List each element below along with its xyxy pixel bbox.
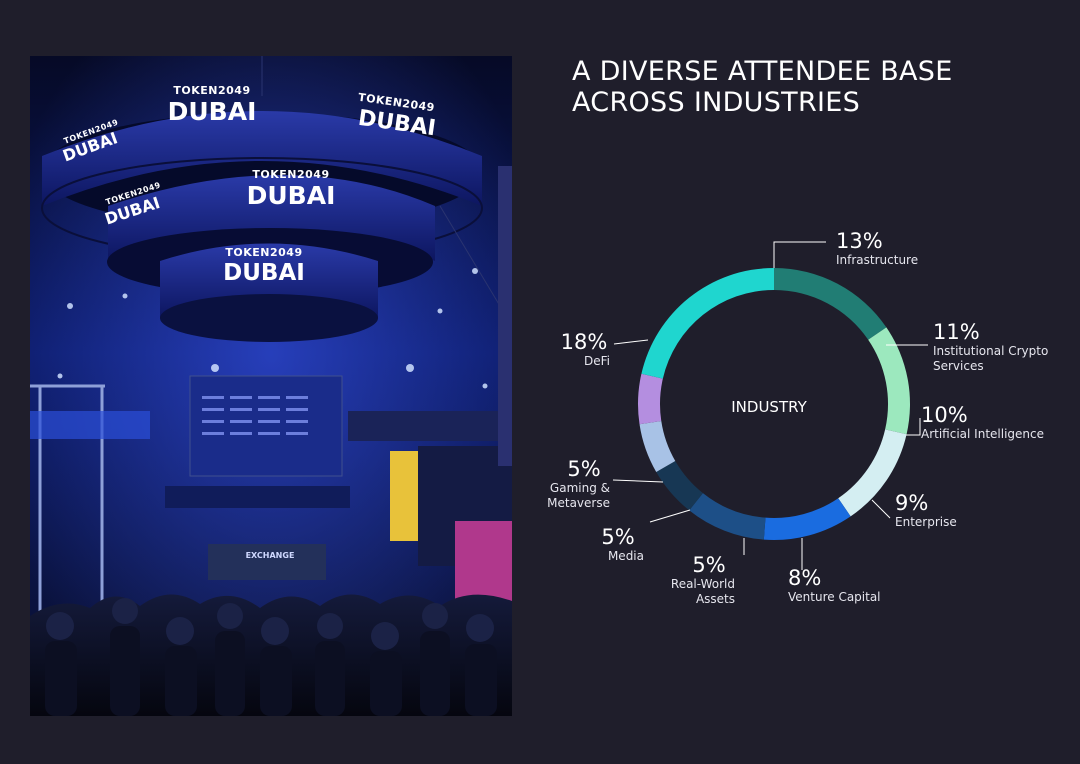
donut-slice-venture-capital xyxy=(689,493,766,540)
slice-category-label: Assets xyxy=(696,592,735,606)
ring-brand-main: DUBAI xyxy=(168,97,257,126)
ring2-brand-top: TOKEN2049 xyxy=(252,168,329,181)
ring-brand-top: TOKEN2049 xyxy=(173,84,250,97)
slice-value-label: 13% xyxy=(836,229,883,253)
ring3-brand-top: TOKEN2049 xyxy=(225,246,302,259)
donut-slice-infrastructure xyxy=(774,268,887,340)
page-title: A DIVERSE ATTENDEE BASE ACROSS INDUSTRIE… xyxy=(572,56,1042,118)
slice-labels: 13%Infrastructure 11%Institutional Crypto… xyxy=(547,229,1048,606)
slice-category-label: Institutional Crypto xyxy=(933,344,1048,358)
slice-value-label: 10% xyxy=(921,403,968,427)
exchange-sign-text: EXCHANGE xyxy=(246,551,295,560)
leader-line-0 xyxy=(773,241,826,268)
slice-value-label: 8% xyxy=(788,566,821,590)
leader-line-7 xyxy=(612,479,664,483)
leader-lines xyxy=(612,241,928,570)
leader-line-8 xyxy=(613,339,649,345)
industry-donut-chart: 13%Infrastructure 11%Institutional Crypto… xyxy=(547,229,1048,606)
donut-slice-artificial-intelligence xyxy=(838,429,907,517)
slice-category-label: Gaming & xyxy=(550,481,610,495)
donut-center-label: INDUSTRY xyxy=(731,398,807,416)
slice-value-label: 11% xyxy=(933,320,980,344)
slice-value-label: 9% xyxy=(895,491,928,515)
slice-value-label: 5% xyxy=(567,457,600,481)
donut-slice-institutional-crypto-services xyxy=(868,327,910,435)
slice-category-label: Services xyxy=(933,359,984,373)
donut-slices xyxy=(638,268,910,540)
slice-category-label: Infrastructure xyxy=(836,253,918,267)
donut-slice-enterprise xyxy=(763,498,851,540)
leader-line-6 xyxy=(649,509,691,523)
slice-category-label: Metaverse xyxy=(547,496,610,510)
ring3-brand-main: DUBAI xyxy=(223,260,305,286)
page-title-line-2: ACROSS INDUSTRIES xyxy=(572,87,861,118)
donut-slice-media xyxy=(639,420,676,472)
slice-category-label: Venture Capital xyxy=(788,590,881,604)
donut-slice-gaming-metaverse xyxy=(638,373,663,425)
donut-slice-real-world-assets xyxy=(656,461,703,511)
slice-category-label: DeFi xyxy=(584,354,610,368)
event-photo-illustration: TOKEN2049 DUBAI TOKEN2049 DUBAI TOKEN204… xyxy=(30,56,512,716)
slice-category-label: Enterprise xyxy=(895,515,957,529)
slice-value-label: 5% xyxy=(601,525,634,549)
slice-value-label: 18% xyxy=(561,330,608,354)
ring2-brand-main: DUBAI xyxy=(247,181,336,210)
event-photo: TOKEN2049 DUBAI TOKEN2049 DUBAI TOKEN204… xyxy=(30,56,512,716)
leader-line-2 xyxy=(906,418,921,436)
slice-value-label: 5% xyxy=(692,553,725,577)
slice-category-label: Media xyxy=(608,549,644,563)
donut-slice-defi xyxy=(641,268,774,379)
slice-category-label: Artificial Intelligence xyxy=(921,427,1044,441)
leader-line-3 xyxy=(871,499,891,519)
slice-category-label: Real-World xyxy=(671,577,735,591)
page-title-line-1: A DIVERSE ATTENDEE BASE xyxy=(572,56,953,87)
